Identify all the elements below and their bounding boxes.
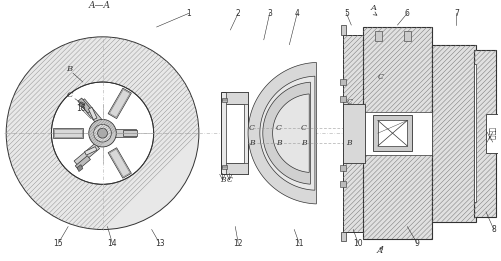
- Circle shape: [94, 124, 111, 142]
- Bar: [340, 96, 346, 102]
- Bar: [341, 232, 346, 241]
- Polygon shape: [77, 165, 83, 171]
- Text: C: C: [301, 124, 307, 132]
- Polygon shape: [108, 148, 131, 178]
- Bar: [226, 92, 247, 104]
- Polygon shape: [84, 147, 97, 155]
- Polygon shape: [247, 62, 316, 204]
- Bar: [340, 79, 346, 85]
- Text: 12: 12: [233, 239, 242, 248]
- Text: C: C: [346, 98, 352, 106]
- Bar: [404, 31, 410, 41]
- Text: A: A: [376, 247, 382, 255]
- Polygon shape: [108, 88, 131, 118]
- Bar: [341, 25, 346, 35]
- Polygon shape: [272, 94, 309, 173]
- Bar: [222, 165, 227, 169]
- Bar: [226, 163, 247, 174]
- Polygon shape: [53, 128, 83, 138]
- Text: 9: 9: [414, 239, 419, 248]
- Text: 13: 13: [154, 239, 164, 248]
- Text: C: C: [248, 124, 255, 132]
- Bar: [226, 104, 243, 163]
- Bar: [343, 104, 364, 163]
- Bar: [222, 98, 227, 102]
- Text: A: A: [370, 4, 376, 12]
- Circle shape: [6, 37, 198, 229]
- Text: 15: 15: [54, 239, 63, 248]
- Polygon shape: [88, 107, 97, 120]
- Bar: [374, 31, 381, 41]
- Text: 1: 1: [186, 9, 191, 18]
- Bar: [473, 64, 475, 202]
- Text: 偏心量: 偏心量: [487, 127, 494, 140]
- Bar: [473, 50, 495, 217]
- Bar: [372, 115, 411, 151]
- Text: 16: 16: [76, 104, 86, 113]
- Polygon shape: [78, 98, 92, 113]
- Text: B: B: [275, 139, 281, 147]
- Bar: [362, 111, 431, 155]
- Text: C: C: [377, 73, 383, 81]
- Text: 3: 3: [267, 9, 272, 18]
- Text: C: C: [275, 124, 281, 132]
- Polygon shape: [123, 130, 137, 136]
- Text: 5: 5: [343, 9, 348, 18]
- Text: B: B: [301, 139, 306, 147]
- Bar: [220, 92, 247, 174]
- Text: B: B: [66, 65, 72, 73]
- Text: B: B: [219, 176, 225, 184]
- Bar: [485, 114, 497, 153]
- Text: 2: 2: [235, 9, 240, 18]
- Bar: [343, 35, 362, 232]
- Polygon shape: [79, 102, 85, 108]
- Bar: [340, 165, 346, 170]
- Polygon shape: [112, 129, 136, 137]
- Text: 8: 8: [490, 225, 495, 234]
- Polygon shape: [263, 82, 310, 184]
- Text: C: C: [67, 91, 73, 99]
- Text: B: B: [346, 139, 351, 147]
- Circle shape: [51, 82, 153, 184]
- Text: C: C: [226, 176, 232, 184]
- Text: 11: 11: [294, 239, 303, 248]
- Text: 14: 14: [107, 239, 117, 248]
- Text: 4: 4: [294, 9, 299, 18]
- Bar: [340, 181, 346, 187]
- Circle shape: [97, 128, 107, 138]
- Polygon shape: [260, 76, 314, 190]
- Text: A—A: A—A: [88, 1, 110, 10]
- Text: 6: 6: [404, 9, 409, 18]
- Bar: [431, 45, 475, 222]
- Text: 10: 10: [353, 239, 362, 248]
- Text: B: B: [248, 139, 255, 147]
- Polygon shape: [79, 99, 102, 124]
- Text: 7: 7: [453, 9, 458, 18]
- Bar: [377, 120, 406, 146]
- Polygon shape: [74, 143, 99, 166]
- Polygon shape: [75, 156, 90, 170]
- Circle shape: [89, 120, 116, 147]
- Bar: [362, 27, 431, 239]
